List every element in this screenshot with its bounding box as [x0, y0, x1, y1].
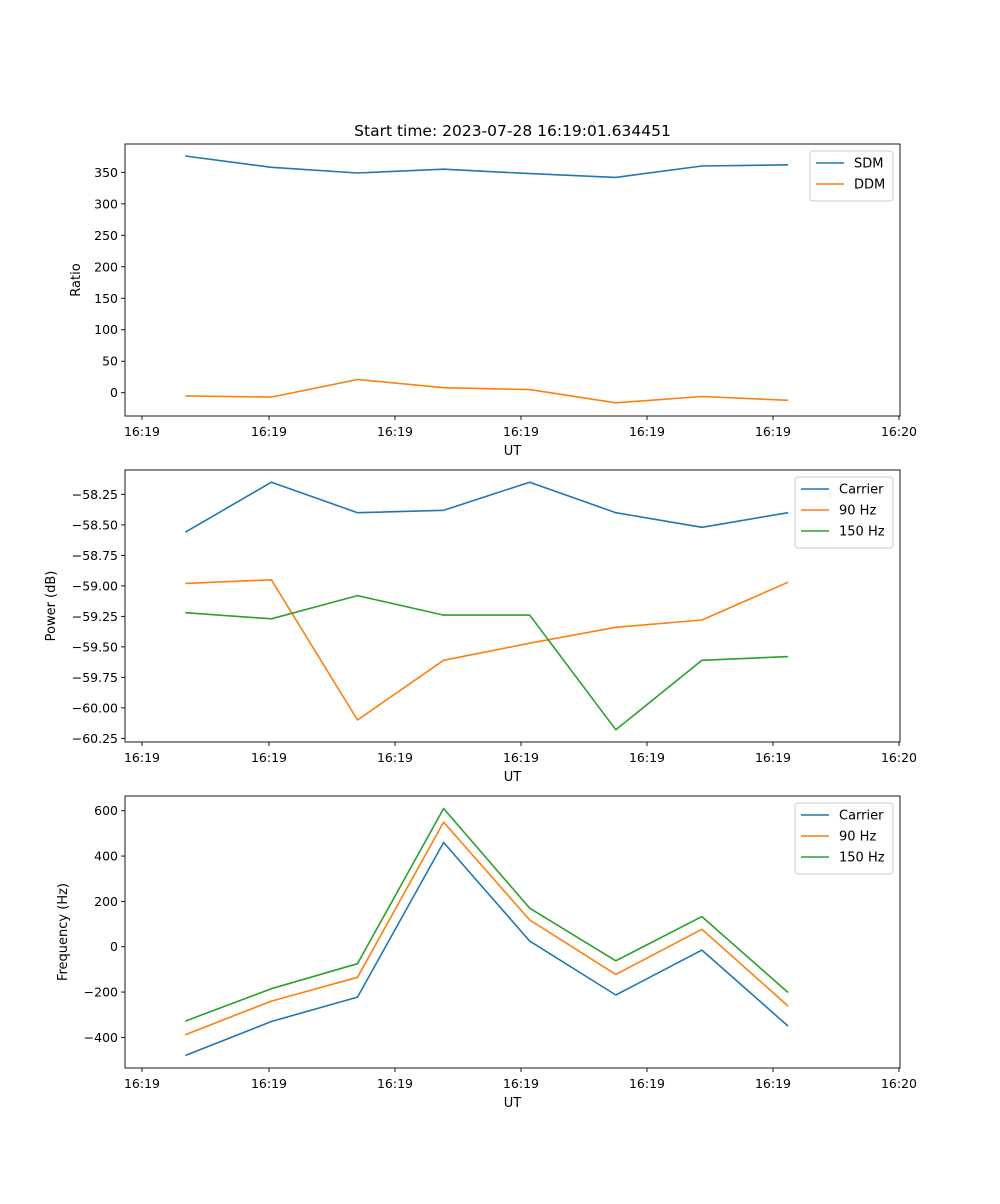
power-axes-frame	[124, 469, 901, 743]
frequency-series-line-150-hz	[185, 807, 789, 1022]
ratio-legend-label-sdm: SDM	[854, 157, 883, 172]
power-series-line-90-hz	[185, 578, 789, 721]
frequency-x-tick-label: 16:19	[251, 1076, 287, 1091]
ratio-y-tick-label: 250	[94, 228, 118, 243]
ratio-series-line-ddm	[185, 378, 789, 404]
power-y-tick-label: −58.25	[72, 487, 118, 502]
frequency-x-axis-label: UT	[504, 1096, 522, 1111]
frequency-x-tick-label: 16:19	[629, 1076, 665, 1091]
power-x-tick-label: 16:19	[251, 750, 287, 765]
power-y-tick-label: −58.75	[72, 548, 118, 563]
ratio-x-axis-label: UT	[504, 444, 522, 459]
frequency-y-tick-label: 400	[94, 849, 118, 864]
power-y-tick-label: −59.00	[72, 578, 118, 593]
frequency-y-tick-label: −200	[84, 985, 118, 1000]
ratio-legend-label-ddm: DDM	[854, 178, 885, 193]
power-y-tick-label: −60.00	[72, 700, 118, 715]
ratio-x-tick-label: 16:19	[629, 424, 665, 439]
power-x-tick-label: 16:19	[503, 750, 539, 765]
ratio-y-axis-label: Ratio	[69, 263, 84, 296]
power-x-tick-label: 16:19	[629, 750, 665, 765]
power-x-tick-label: 16:19	[124, 750, 160, 765]
frequency-axes-frame	[124, 795, 901, 1069]
chart-title: Start time: 2023-07-28 16:19:01.634451	[354, 122, 671, 140]
ratio-axes-frame	[124, 143, 901, 417]
ratio-y-tick-label: 200	[94, 259, 118, 274]
frequency-x-tick-label: 16:19	[503, 1076, 539, 1091]
frequency-legend-label-carrier: Carrier	[839, 809, 884, 824]
power-x-tick-label: 16:19	[377, 750, 413, 765]
frequency-y-tick-label: 200	[94, 894, 118, 909]
frequency-legend-label-90-hz: 90 Hz	[839, 830, 876, 845]
ratio-x-tick-label: 16:20	[881, 424, 917, 439]
frequency-legend-label-150-hz: 150 Hz	[839, 851, 885, 866]
ratio-y-tick-label: 150	[94, 291, 118, 306]
ratio-x-tick-label: 16:19	[124, 424, 160, 439]
ratio-x-tick-label: 16:19	[377, 424, 413, 439]
frequency-series-line-90-hz	[185, 821, 789, 1036]
frequency-series-line-carrier	[185, 841, 789, 1057]
frequency-x-tick-label: 16:19	[377, 1076, 413, 1091]
power-y-tick-label: −60.25	[72, 731, 118, 746]
ratio-x-tick-label: 16:19	[755, 424, 791, 439]
frequency-y-axis-label: Frequency (Hz)	[56, 883, 71, 981]
power-y-tick-label: −59.25	[72, 609, 118, 624]
frequency-y-tick-label: 0	[110, 939, 118, 954]
power-legend-label-carrier: Carrier	[839, 483, 884, 498]
frequency-y-tick-label: 600	[94, 803, 118, 818]
power-series-line-carrier	[184, 481, 789, 533]
frequency-x-tick-label: 16:19	[124, 1076, 160, 1091]
ratio-y-tick-label: 300	[94, 196, 118, 211]
power-y-tick-label: −59.50	[72, 639, 118, 654]
frequency-panel: −400 −200 0 200 400 600 16:19 16:19 16:19 16:19 16…	[56, 795, 917, 1111]
power-x-tick-label: 16:20	[881, 750, 917, 765]
power-legend-label-150-hz: 150 Hz	[839, 525, 885, 540]
frequency-x-tick-label: 16:19	[755, 1076, 791, 1091]
frequency-x-tick-label: 16:20	[881, 1076, 917, 1091]
frequency-y-tick-label: −400	[84, 1030, 118, 1045]
ratio-y-tick-label: 0	[110, 385, 118, 400]
ratio-x-tick-label: 16:19	[251, 424, 287, 439]
ratio-x-tick-label: 16:19	[503, 424, 539, 439]
ratio-y-tick-label: 100	[94, 322, 118, 337]
power-y-tick-label: −58.50	[72, 517, 118, 532]
power-series-line-150-hz	[185, 594, 789, 731]
power-x-axis-label: UT	[504, 770, 522, 785]
ratio-y-tick-label: 50	[102, 354, 118, 369]
ratio-y-tick-label: 350	[94, 165, 118, 180]
power-panel: −60.25 −60.00 −59.75 −59.50 −59.25 −59.00 −58.…	[44, 469, 917, 785]
ratio-series-line-sdm	[185, 155, 789, 179]
power-legend-label-90-hz: 90 Hz	[839, 504, 876, 519]
power-x-tick-label: 16:19	[755, 750, 791, 765]
ratio-panel: 0 50 100 150 200 250 300 350 16:19 16:19 16:19 16:1…	[69, 143, 917, 459]
power-y-tick-label: −59.75	[72, 670, 118, 685]
power-y-axis-label: Power (dB)	[44, 571, 59, 642]
